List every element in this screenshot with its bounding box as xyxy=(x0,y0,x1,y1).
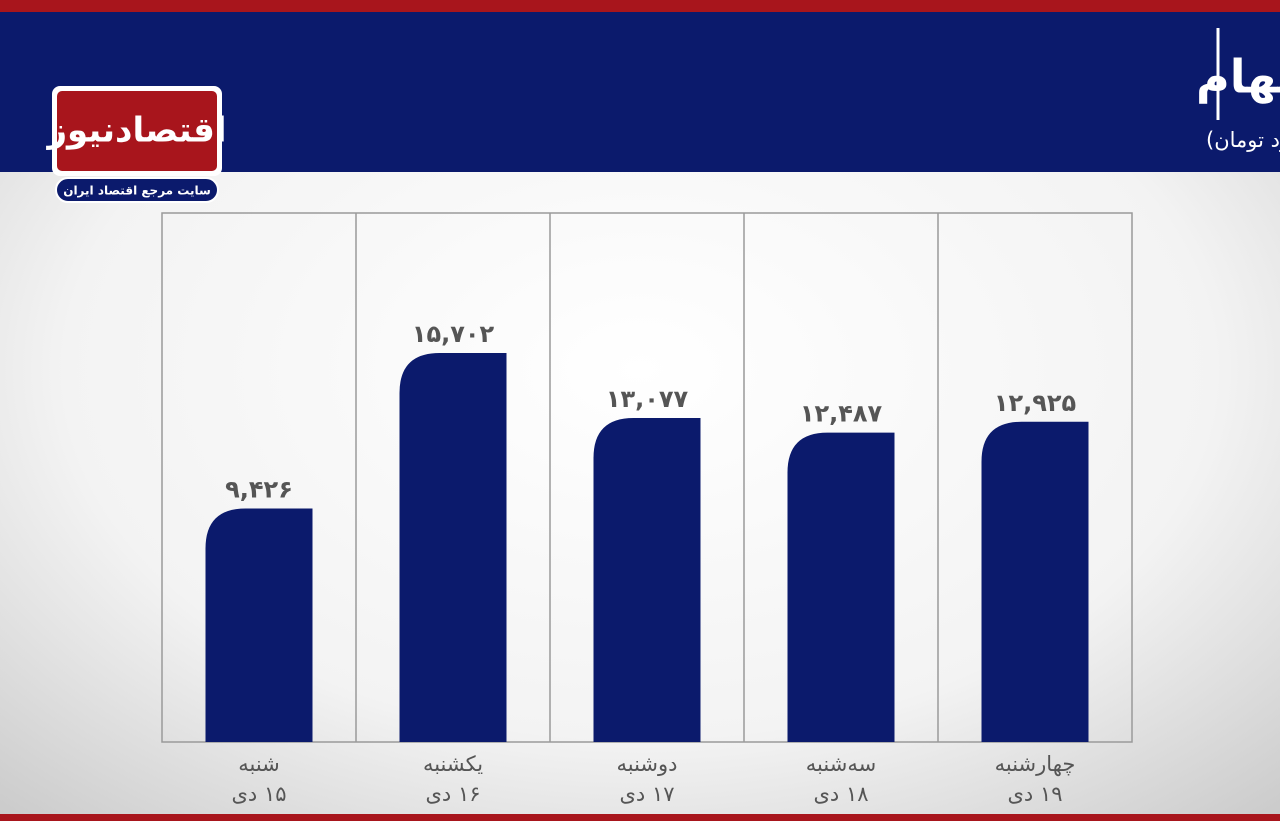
logo-box xyxy=(57,91,217,171)
logo-tagline: سایت مرجع اقتصاد ایران xyxy=(63,184,211,198)
value-label: ۹,۴۲۶ xyxy=(225,475,293,503)
value-label: ۱۲,۴۸۷ xyxy=(800,400,883,428)
logo-tagline-pill xyxy=(55,177,219,203)
bar xyxy=(981,421,1089,742)
value-label: ۱۵,۷۰۲ xyxy=(412,320,495,348)
bar xyxy=(399,353,507,742)
logo-name: اقتصادنیوز xyxy=(45,111,226,151)
x-tick-date: ۱۷ دی xyxy=(619,782,674,806)
bar xyxy=(593,418,701,742)
chart-subtitle: (واحد:میلیارد تومان) xyxy=(1206,128,1280,152)
chart-title: ارزش معاملات خرد سهام xyxy=(1196,50,1280,104)
x-tick-label: یکشنبه xyxy=(423,752,483,776)
x-tick-date: ۱۶ دی xyxy=(425,782,480,806)
x-tick-date: ۱۸ دی xyxy=(813,782,868,806)
value-label: ۱۳,۰۷۷ xyxy=(606,385,689,413)
value-label: ۱۲,۹۲۵ xyxy=(994,389,1076,417)
x-tick-label: دوشنبه xyxy=(616,752,677,776)
x-tick-date: ۱۹ دی xyxy=(1007,782,1062,806)
x-tick-label: سه‌شنبه xyxy=(806,752,876,776)
x-tick-label: چهارشنبه xyxy=(995,752,1076,776)
x-tick-label: شنبه xyxy=(238,752,280,776)
bar xyxy=(787,432,895,742)
bottom-stripe xyxy=(0,814,1280,821)
bar xyxy=(205,508,313,742)
x-tick-date: ۱۵ دی xyxy=(231,782,286,806)
top-stripe xyxy=(0,0,1280,12)
